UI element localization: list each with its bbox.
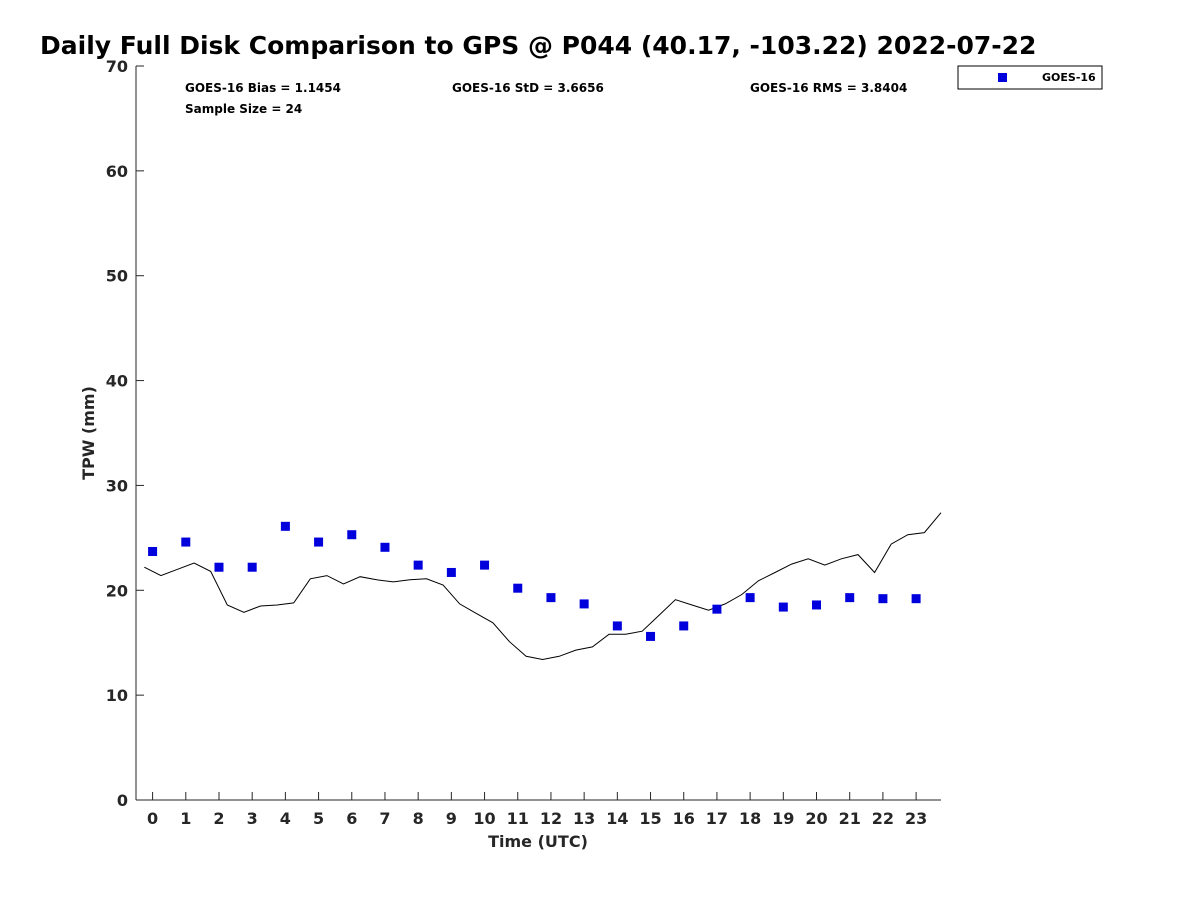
x-tick-label: 6 [346,809,357,828]
x-tick-label: 10 [473,809,495,828]
x-tick-label: 13 [573,809,595,828]
x-tick-label: 20 [805,809,827,828]
goes16-point [612,621,622,631]
y-tick-label: 10 [106,686,128,705]
x-tick-label: 23 [905,809,927,828]
goes16-point [446,567,456,577]
x-tick-label: 9 [446,809,457,828]
y-tick-label: 30 [106,476,128,495]
plot-area [135,66,941,801]
legend: GOES-16 [957,65,1103,90]
goes16-point [812,600,822,610]
x-tick-label: 0 [147,809,158,828]
legend-box [957,65,1103,90]
x-tick-label: 1 [180,809,191,828]
goes16-point [247,562,257,572]
chart-title: Daily Full Disk Comparison to GPS @ P044… [40,31,1036,60]
goes16-point [214,562,224,572]
goes16-point [679,621,689,631]
y-tick-label: 60 [106,162,128,181]
goes16-point [413,560,423,570]
x-tick-label: 21 [839,809,861,828]
x-tick-label: 18 [739,809,761,828]
x-tick-label: 12 [540,809,562,828]
goes16-point [646,631,656,641]
goes16-point [579,599,589,609]
y-tick-label: 20 [106,581,128,600]
std-stat: GOES-16 StD = 3.6656 [452,81,604,95]
series-layer [144,512,942,661]
goes16-point [380,542,390,552]
goes16-point [878,594,888,604]
goes16-point [712,604,722,614]
y-axis-label: TPW (mm) [79,386,98,480]
y-tick-label: 50 [106,267,128,286]
y-tick-label: 0 [117,791,128,810]
x-axis: 0 1 2 3 4 5 6 7 8 9 10 11 12 13 14 15 16 17 18 19 20 21 22 23 [147,792,927,828]
x-tick-label: 22 [872,809,894,828]
gps-line [144,512,942,661]
y-tick-label: 40 [106,372,128,391]
goes16-point [347,530,357,540]
x-tick-label: 15 [639,809,661,828]
x-tick-label: 4 [280,809,291,828]
goes16-point [148,546,158,556]
goes16-point [314,537,324,547]
x-tick-label: 11 [507,809,529,828]
y-tick-label: 70 [106,57,128,76]
goes16-point [480,560,490,570]
goes16-point [845,593,855,603]
x-tick-label: 8 [413,809,424,828]
x-tick-label: 16 [673,809,695,828]
x-axis-label: Time (UTC) [488,832,588,851]
x-tick-label: 3 [247,809,258,828]
goes16-point [280,521,290,531]
sample-size-stat: Sample Size = 24 [185,102,302,116]
goes16-point [778,602,788,612]
legend-marker [998,73,1007,82]
legend-label: GOES-16 [1042,71,1096,84]
y-axis: 0 10 20 30 40 50 60 70 [106,57,144,810]
x-tick-label: 2 [213,809,224,828]
goes16-point [911,594,921,604]
goes16-point [181,537,191,547]
x-tick-label: 5 [313,809,324,828]
goes16-point [745,593,755,603]
x-tick-label: 7 [379,809,390,828]
bias-stat: GOES-16 Bias = 1.1454 [185,81,341,95]
x-tick-label: 19 [772,809,794,828]
x-tick-label: 17 [706,809,728,828]
goes16-point [513,583,523,593]
goes16-point [546,593,556,603]
x-tick-label: 14 [606,809,628,828]
rms-stat: GOES-16 RMS = 3.8404 [750,81,907,95]
